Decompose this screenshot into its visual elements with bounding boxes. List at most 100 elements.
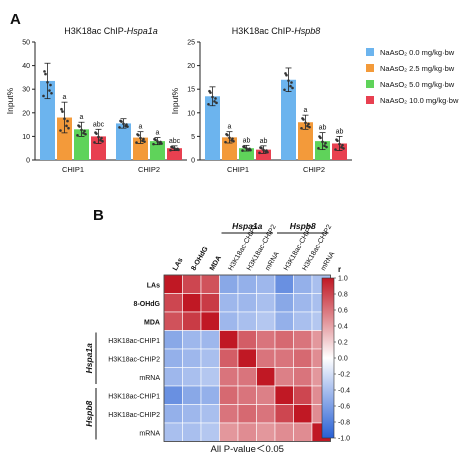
data-point	[59, 129, 62, 132]
bar	[256, 149, 271, 160]
legend-swatch	[366, 64, 374, 72]
chart-title: H3K18ac ChIP-Hspa1a	[64, 26, 158, 36]
heatmap-cell	[182, 385, 202, 405]
heatmap-cell	[256, 404, 276, 424]
colorbar-tick-label: 0.0	[338, 356, 348, 363]
data-point	[67, 126, 70, 130]
column-label: MDA	[209, 255, 223, 272]
data-point	[60, 107, 63, 111]
heatmap-cell	[163, 311, 183, 331]
colorbar-tick-label: 0.4	[338, 324, 348, 331]
data-point	[94, 131, 97, 134]
data-point	[308, 125, 311, 129]
bar	[74, 129, 89, 160]
heatmap-cell	[274, 404, 294, 424]
data-point	[207, 103, 210, 106]
chart-title-prefix: H3K18ac ChIP-	[232, 26, 295, 36]
bar	[150, 141, 165, 160]
panel-a-letter: A	[10, 11, 21, 28]
heatmap-cell	[274, 348, 294, 368]
colorbar-tick-label: 0.2	[338, 340, 348, 347]
heatmap-cell	[237, 367, 257, 387]
data-point	[306, 124, 309, 128]
column-label: mRNA	[264, 250, 281, 272]
bar	[116, 123, 131, 160]
significance-label: abc	[169, 138, 181, 145]
colorbar-tick-label: -1.0	[338, 436, 350, 443]
y-tick-label: 10	[22, 134, 30, 141]
data-point	[307, 122, 310, 126]
heatmap-cell	[182, 330, 202, 350]
panel-a: A H3K18ac ChIP-Hspa1aInput%01020304050aa…	[5, 11, 459, 174]
data-point	[50, 91, 53, 95]
heatmap-cell	[237, 311, 257, 331]
data-point	[126, 125, 129, 129]
heatmap-cell	[219, 274, 239, 294]
heatmap-cell	[274, 367, 294, 387]
heatmap-cell	[274, 274, 294, 294]
heatmap-cell	[219, 293, 239, 313]
legend-swatch	[366, 96, 374, 104]
significance-footer: All P-value＜0.05	[211, 444, 284, 455]
legend-label: NaAsO₂ 10.0 mg/kg·bw	[380, 96, 459, 105]
bar	[167, 148, 182, 160]
heatmap-cell	[200, 367, 220, 387]
x-tick-label: CHIP1	[62, 165, 84, 174]
data-point	[245, 147, 248, 150]
colorbar-title: r	[338, 265, 341, 274]
group-label-top: Hspb8	[290, 221, 316, 231]
heatmap-cell	[256, 293, 276, 313]
data-point	[232, 139, 235, 143]
heatmap-cell	[274, 311, 294, 331]
data-point	[160, 142, 163, 145]
data-point	[173, 147, 176, 150]
heatmap-cell	[219, 367, 239, 387]
colorbar-tick-label: -0.6	[338, 404, 350, 411]
significance-label: ab	[319, 125, 327, 132]
legend-label: NaAsO₂ 2.5 mg/kg·bw	[380, 64, 455, 73]
data-point	[215, 101, 218, 105]
heatmap-cell	[293, 274, 313, 294]
data-point	[230, 139, 233, 142]
data-point	[291, 86, 294, 90]
data-point	[340, 146, 343, 149]
heatmap-cell	[200, 311, 220, 331]
y-tick-label: 50	[22, 40, 30, 47]
data-point	[325, 145, 328, 149]
data-point	[211, 95, 214, 99]
heatmap-cell	[293, 404, 313, 424]
data-point	[83, 129, 86, 133]
significance-label: a	[304, 107, 308, 114]
heatmap-cell	[200, 293, 220, 313]
heatmap-cell	[163, 293, 183, 313]
data-point	[42, 94, 45, 98]
chart-title-prefix: H3K18ac ChIP-	[64, 26, 127, 36]
data-point	[97, 135, 100, 139]
heatmap-cell	[293, 385, 313, 405]
data-point	[43, 70, 46, 73]
heatmap-cell	[293, 348, 313, 368]
group-label-left: Hspb8	[84, 400, 94, 426]
heatmap-cell	[200, 330, 220, 350]
data-point	[224, 140, 227, 144]
heatmap-cell	[182, 422, 202, 442]
heatmap-cell	[256, 274, 276, 294]
row-label: 8-OHdG	[134, 301, 161, 308]
chart-title-gene: Hspa1a	[127, 26, 158, 36]
data-point	[241, 149, 244, 152]
heatmap-cell	[219, 348, 239, 368]
colorbar-tick-label: -0.8	[338, 420, 350, 427]
heatmap-cell	[182, 293, 202, 313]
data-point	[169, 148, 172, 152]
significance-label: a	[156, 130, 160, 137]
data-point	[63, 117, 66, 121]
colorbar: r 1.0 0.8 0.6 0.4 0.2 0.0 -0.2 -0.4 -0.6 -0.8 -1.0	[321, 265, 350, 443]
heatmap-cell	[163, 348, 183, 368]
heatmap-cell	[182, 404, 202, 424]
row-label: H3K18ac-CHIP1	[108, 338, 160, 345]
data-point	[301, 117, 304, 120]
data-point	[77, 124, 80, 127]
heatmap-cell	[163, 385, 183, 405]
data-point	[49, 83, 52, 87]
